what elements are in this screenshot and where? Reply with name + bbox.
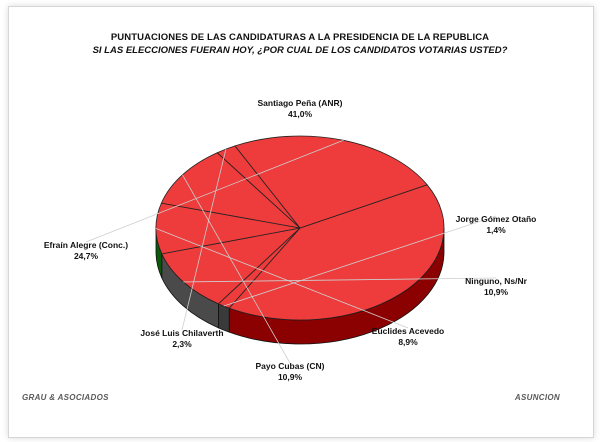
label-value-payo: 10,9% bbox=[278, 372, 303, 382]
leader-euclides bbox=[155, 228, 409, 329]
label-name-jose: José Luis Chilaverth bbox=[140, 328, 223, 338]
label-name-euclides: Euclides Acevedo bbox=[372, 326, 444, 336]
label-name-ninguno: Ninguno, Ns/Nr bbox=[465, 276, 528, 286]
leader-efrain bbox=[85, 139, 344, 243]
label-name-payo: Payo Cubas (CN) bbox=[256, 361, 325, 371]
slice-labels: Santiago Peña (ANR)41,0% Jorge Gómez Otañ… bbox=[44, 98, 537, 382]
footer-location: ASUNCION bbox=[514, 393, 560, 402]
footer-source: GRAU & ASOCIADOS bbox=[22, 393, 109, 402]
label-value-santiago: 41,0% bbox=[288, 109, 313, 119]
label-value-jose: 2,3% bbox=[172, 339, 192, 349]
leader-payo bbox=[182, 174, 291, 364]
chart-subtitle: SI LAS ELECCIONES FUERAN HOY, ¿POR CUAL … bbox=[92, 45, 508, 56]
label-value-ninguno: 10,9% bbox=[484, 287, 509, 297]
label-name-santiago: Santiago Peña (ANR) bbox=[257, 98, 342, 108]
label-name-jorge: Jorge Gómez Otaño bbox=[456, 214, 537, 224]
chart-title: PUNTUACIONES DE LAS CANDIDATURAS A LA PR… bbox=[110, 32, 490, 43]
leader-jorge bbox=[223, 215, 497, 307]
label-value-efrain: 24,7% bbox=[74, 251, 99, 261]
pie-slice-payo bbox=[160, 152, 302, 229]
label-leader-lines bbox=[85, 139, 497, 364]
pie-slice-ninguno bbox=[161, 227, 302, 305]
leader-jose bbox=[181, 149, 227, 331]
pie-slices bbox=[155, 135, 445, 321]
leader-ninguno bbox=[183, 277, 497, 283]
label-name-efrain: Efraín Alegre (Conc.) bbox=[44, 240, 128, 250]
label-value-euclides: 8,9% bbox=[398, 337, 418, 347]
label-value-jorge: 1,4% bbox=[486, 225, 506, 235]
